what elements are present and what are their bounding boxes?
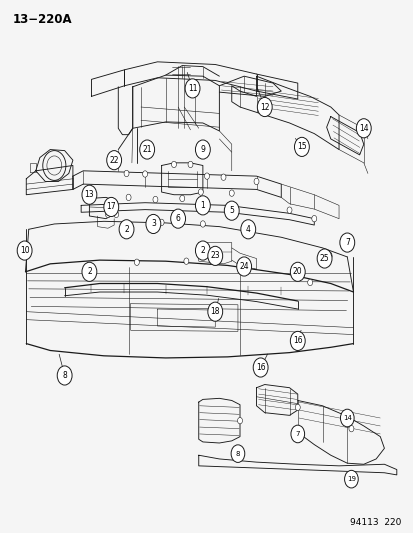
Text: 18: 18 — [210, 307, 219, 316]
Circle shape — [240, 220, 255, 239]
Text: 10: 10 — [20, 246, 29, 255]
Circle shape — [257, 98, 271, 117]
Circle shape — [179, 195, 184, 201]
Circle shape — [82, 262, 97, 281]
Circle shape — [195, 196, 210, 215]
Text: 5: 5 — [229, 206, 234, 215]
Circle shape — [142, 171, 147, 177]
Text: 23: 23 — [210, 252, 220, 260]
Text: 8: 8 — [235, 450, 240, 457]
Text: 22: 22 — [109, 156, 119, 165]
Text: 21: 21 — [142, 145, 152, 154]
Circle shape — [140, 140, 154, 159]
Circle shape — [124, 170, 129, 176]
Circle shape — [339, 409, 353, 427]
Text: 2: 2 — [200, 246, 205, 255]
Circle shape — [152, 196, 157, 203]
Text: 12: 12 — [259, 102, 269, 111]
Text: 15: 15 — [297, 142, 306, 151]
Text: 6: 6 — [175, 214, 180, 223]
Text: 7: 7 — [344, 238, 349, 247]
Circle shape — [104, 197, 119, 216]
Text: 2: 2 — [87, 268, 92, 276]
Circle shape — [183, 258, 188, 264]
Circle shape — [290, 262, 304, 281]
Text: 17: 17 — [106, 203, 116, 212]
Text: 19: 19 — [346, 476, 355, 482]
Circle shape — [290, 332, 304, 351]
Text: 7: 7 — [295, 431, 299, 437]
Circle shape — [286, 207, 291, 213]
Circle shape — [229, 190, 234, 196]
Circle shape — [145, 214, 160, 233]
Text: 4: 4 — [245, 225, 250, 234]
Circle shape — [348, 425, 353, 432]
Circle shape — [200, 221, 205, 227]
Circle shape — [316, 249, 331, 268]
Text: 94113  220: 94113 220 — [349, 518, 400, 527]
Text: 14: 14 — [342, 415, 351, 421]
Text: 16: 16 — [292, 336, 302, 345]
Text: 13: 13 — [84, 190, 94, 199]
Circle shape — [311, 215, 316, 222]
Circle shape — [119, 220, 134, 239]
Circle shape — [356, 119, 370, 138]
Text: 13−220A: 13−220A — [13, 13, 73, 26]
Circle shape — [307, 279, 312, 286]
Circle shape — [82, 185, 97, 204]
Text: 16: 16 — [255, 363, 265, 372]
Text: 9: 9 — [200, 145, 205, 154]
Circle shape — [17, 241, 32, 260]
Text: 8: 8 — [62, 371, 67, 380]
Circle shape — [236, 257, 251, 276]
Text: 25: 25 — [319, 254, 329, 263]
Circle shape — [339, 233, 354, 252]
Circle shape — [107, 151, 121, 169]
Text: 11: 11 — [188, 84, 197, 93]
Circle shape — [198, 189, 203, 195]
Text: 1: 1 — [200, 201, 205, 210]
Circle shape — [159, 219, 164, 225]
Circle shape — [294, 404, 299, 410]
Circle shape — [170, 209, 185, 228]
Circle shape — [290, 425, 304, 443]
Circle shape — [171, 161, 176, 167]
Circle shape — [294, 138, 309, 157]
Circle shape — [254, 178, 259, 184]
Circle shape — [224, 201, 239, 220]
Circle shape — [253, 358, 268, 377]
Circle shape — [344, 470, 357, 488]
Text: 3: 3 — [151, 220, 155, 229]
Text: 20: 20 — [292, 268, 302, 276]
Circle shape — [134, 259, 139, 265]
Circle shape — [221, 174, 225, 180]
Circle shape — [207, 246, 222, 265]
Circle shape — [105, 211, 110, 217]
Circle shape — [207, 302, 222, 321]
Text: 14: 14 — [358, 124, 368, 133]
Circle shape — [204, 173, 209, 179]
Text: 24: 24 — [239, 262, 248, 271]
Circle shape — [185, 79, 199, 98]
Circle shape — [195, 241, 210, 260]
Circle shape — [188, 161, 192, 167]
Circle shape — [195, 140, 210, 159]
Circle shape — [230, 445, 244, 463]
Circle shape — [126, 194, 131, 200]
Circle shape — [237, 417, 242, 424]
Circle shape — [114, 211, 119, 217]
Circle shape — [57, 366, 72, 385]
Text: 2: 2 — [124, 225, 128, 234]
